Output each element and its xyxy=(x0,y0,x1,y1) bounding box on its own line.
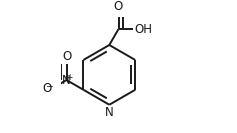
Text: N: N xyxy=(62,74,71,87)
Text: −: − xyxy=(46,82,53,91)
Text: O: O xyxy=(43,82,52,95)
Text: +: + xyxy=(66,73,72,82)
Text: O: O xyxy=(114,0,123,13)
Text: OH: OH xyxy=(134,23,152,36)
Text: O: O xyxy=(62,50,71,63)
Text: N: N xyxy=(105,106,114,119)
